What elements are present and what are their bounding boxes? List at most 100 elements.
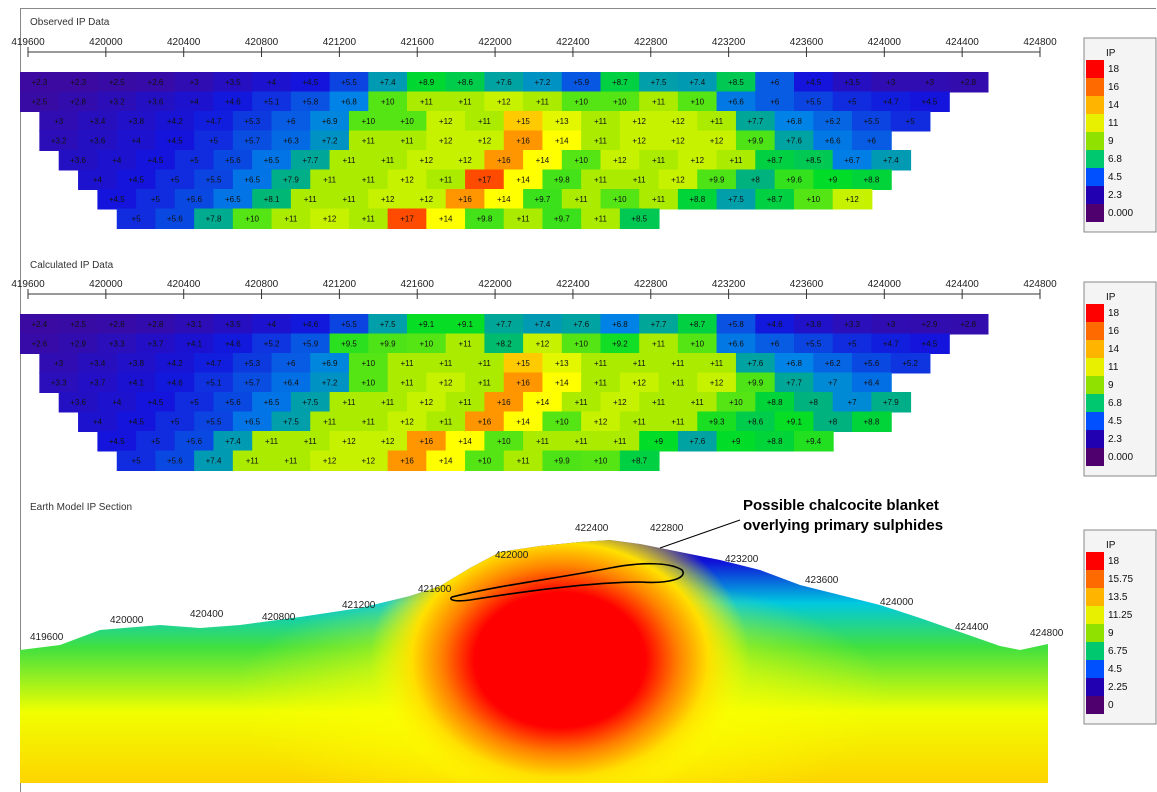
heatmap-cell — [581, 372, 621, 393]
cell-label: +2.8 — [960, 78, 976, 87]
cell-label: +12 — [323, 214, 337, 223]
heatmap-cell — [484, 333, 525, 354]
cell-label: +7.7 — [302, 156, 318, 165]
cell-label: +9.9 — [747, 378, 763, 387]
tick-label: 424800 — [1023, 37, 1057, 48]
cell-label: +5 — [132, 214, 142, 223]
heatmap-cell — [58, 150, 99, 171]
cell-label: +5 — [906, 117, 916, 126]
legend-swatch — [1086, 642, 1104, 660]
cell-label: +4 — [267, 78, 277, 87]
cell-label: +5.2 — [264, 339, 280, 348]
cell-label: +16 — [478, 417, 492, 426]
heatmap-cell — [523, 189, 563, 210]
heatmap-cell — [774, 169, 815, 190]
heatmap-cell — [852, 169, 892, 190]
heatmap-cell — [136, 392, 176, 413]
cell-label: +8.8 — [767, 398, 783, 407]
surface-label: 424800 — [1030, 628, 1064, 639]
tick-label: 420800 — [245, 279, 279, 290]
tick-label: 424800 — [1023, 279, 1057, 290]
heatmap-cell — [658, 130, 699, 151]
cell-label: +9.3 — [709, 417, 725, 426]
heatmap-cell — [290, 72, 331, 93]
cell-label: +3.7 — [148, 339, 164, 348]
cell-label: +6 — [867, 136, 877, 145]
cell-label: +5 — [190, 398, 200, 407]
heatmap-cell — [271, 111, 312, 132]
cell-label: +12 — [420, 398, 434, 407]
cell-label: +7.7 — [496, 320, 512, 329]
cell-label: +4 — [267, 320, 277, 329]
heatmap-cell — [561, 392, 602, 413]
cell-label: +5.3 — [244, 117, 260, 126]
heatmap-cell — [832, 392, 873, 413]
cell-label: +7.6 — [496, 78, 512, 87]
cell-label: +8.7 — [612, 78, 628, 87]
cell-label: +6.8 — [786, 117, 802, 126]
heatmap-cell — [465, 130, 505, 151]
heatmap-cell — [271, 411, 312, 432]
cell-label: +5.7 — [244, 136, 260, 145]
heatmap-cell — [542, 372, 583, 393]
legend-swatch — [1086, 186, 1104, 204]
cell-label: +10 — [362, 359, 376, 368]
cell-label: +11 — [671, 378, 685, 387]
cell-label: +12 — [632, 117, 646, 126]
heatmap-cell — [213, 333, 254, 354]
heatmap-cell — [426, 372, 467, 393]
legend-label: 4.5 — [1108, 416, 1122, 427]
cell-label: +11 — [284, 214, 298, 223]
cell-label: +12 — [632, 136, 646, 145]
cell-label: +12 — [381, 195, 395, 204]
cell-label: +14 — [536, 156, 550, 165]
cell-label: +13 — [555, 117, 569, 126]
tick-label: 423600 — [790, 279, 824, 290]
heatmap-cell — [407, 189, 447, 210]
cell-label: +2.6 — [109, 320, 125, 329]
cell-label: +8 — [828, 417, 838, 426]
cell-label: +4.6 — [225, 97, 241, 106]
cell-label: +7 — [847, 398, 857, 407]
legend-label: 14 — [1108, 344, 1120, 355]
heatmap-cell — [136, 91, 176, 112]
heatmap-cell — [735, 169, 776, 190]
heatmap-cell — [658, 111, 699, 132]
legend-label: 16 — [1108, 326, 1120, 337]
cell-label: +8.5 — [631, 214, 647, 223]
heatmap-cell — [871, 392, 912, 413]
heatmap-cell — [78, 169, 118, 190]
heatmap-cell — [97, 431, 138, 452]
cell-label: +4.6 — [225, 339, 241, 348]
cell-label: +11 — [575, 195, 589, 204]
cell-label: +4.5 — [922, 97, 938, 106]
cell-label: +11 — [439, 175, 453, 184]
heatmap-cell — [619, 372, 660, 393]
cell-label: +12 — [323, 456, 337, 465]
heatmap-cell — [252, 150, 292, 171]
cell-label: +14 — [555, 136, 569, 145]
heatmap-cell — [136, 333, 176, 354]
heatmap-cell — [561, 72, 602, 93]
heatmap-cell — [677, 431, 718, 452]
heatmap-cell — [600, 314, 641, 335]
heatmap-cell — [194, 450, 234, 471]
heatmap-cell — [561, 431, 602, 452]
heatmap-cell — [484, 72, 525, 93]
cell-label: +4.6 — [167, 378, 183, 387]
heatmap-cell — [677, 333, 718, 354]
heatmap-cell — [600, 431, 641, 452]
cell-label: +6 — [770, 97, 780, 106]
cell-label: +11 — [652, 339, 666, 348]
cell-label: +14 — [439, 456, 453, 465]
cell-label: +8.9 — [418, 78, 434, 87]
heatmap-cell — [174, 314, 215, 335]
cell-label: +9.1 — [786, 417, 802, 426]
cell-label: +12 — [671, 175, 685, 184]
cell-label: +16 — [516, 136, 530, 145]
cell-label: +4.6 — [302, 320, 318, 329]
heatmap-cell — [503, 353, 544, 374]
cell-label: +10 — [420, 339, 434, 348]
heatmap-cell — [445, 431, 486, 452]
cell-label: +3.2 — [51, 136, 67, 145]
